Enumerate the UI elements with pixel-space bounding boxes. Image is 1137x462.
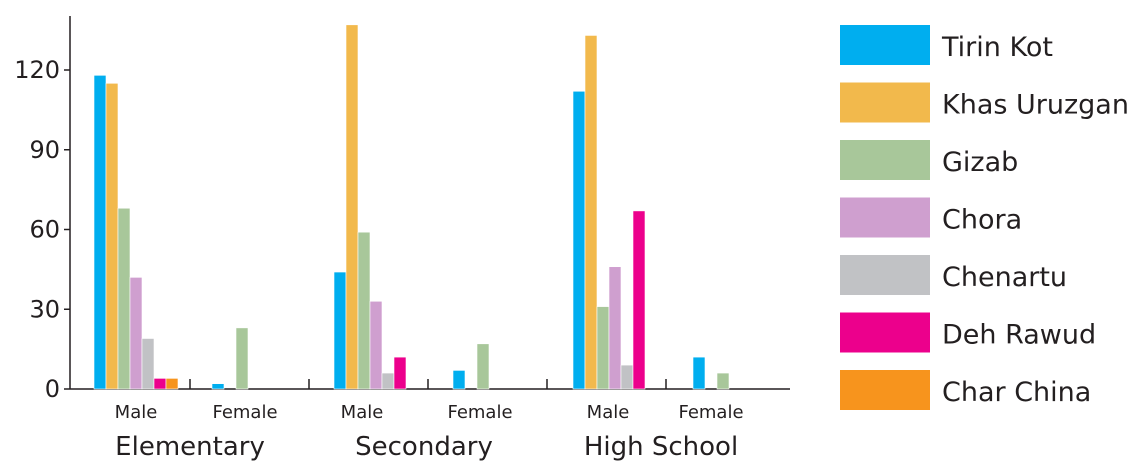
- y-tick-label: 30: [29, 295, 60, 323]
- x-group-label: High School: [584, 432, 738, 462]
- x-group-label: Secondary: [355, 432, 493, 462]
- legend-swatch: [840, 197, 930, 238]
- x-subgroup-label: Male: [341, 402, 384, 423]
- x-subgroup-label: Male: [587, 402, 630, 423]
- y-tick-label: 90: [29, 136, 60, 164]
- legend-swatch: [840, 82, 930, 123]
- bar-chenartu-secondary-male: [381, 372, 395, 390]
- bar-tirin-kot-high-school-male: [572, 90, 586, 390]
- bar-chora-high-school-male: [608, 266, 622, 390]
- x-subgroup-label: Male: [115, 402, 158, 423]
- bar-tirin-kot-secondary-male: [333, 271, 347, 390]
- y-tick-label: 60: [29, 216, 60, 244]
- x-group-label: Elementary: [115, 432, 265, 462]
- x-subgroup-label: Female: [678, 402, 743, 423]
- legend-label: Deh Rawud: [942, 320, 1096, 351]
- bar-tirin-kot-elementary-female: [211, 383, 225, 390]
- legend-swatch: [840, 140, 930, 180]
- bar-gizab-high-school-female: [716, 372, 730, 390]
- bar-chora-secondary-male: [369, 300, 383, 390]
- legend-swatch: [840, 255, 930, 295]
- legend-swatch: [840, 312, 930, 353]
- legend-label: Char China: [942, 377, 1091, 408]
- chart-axes: [64, 16, 790, 390]
- bar-char-china-elementary-male: [165, 378, 179, 390]
- bar-khas-uruzgan-secondary-male: [345, 24, 359, 390]
- bar-gizab-high-school-male: [596, 306, 610, 390]
- bar-khas-uruzgan-elementary-male: [105, 82, 119, 390]
- bar-chenartu-high-school-male: [620, 364, 634, 390]
- bar-tirin-kot-secondary-female: [452, 370, 466, 390]
- y-tick-label: 0: [45, 375, 60, 403]
- bar-chenartu-elementary-male: [141, 338, 155, 390]
- legend-label: Khas Uruzgan: [942, 90, 1129, 121]
- bar-tirin-kot-high-school-female: [692, 356, 706, 390]
- bar-gizab-elementary-male: [117, 207, 131, 390]
- bar-gizab-secondary-female: [476, 343, 490, 390]
- bar-deh-rawud-secondary-male: [393, 356, 407, 390]
- bar-gizab-elementary-female: [235, 327, 249, 390]
- legend-swatch: [840, 370, 930, 410]
- bar-tirin-kot-elementary-male: [93, 75, 107, 390]
- x-subgroup-label: Female: [447, 402, 512, 423]
- legend-label: Gizab: [942, 147, 1018, 178]
- legend-label: Chenartu: [942, 262, 1067, 293]
- bar-deh-rawud-elementary-male: [153, 378, 167, 390]
- x-subgroup-label: Female: [212, 402, 277, 423]
- bar-chora-elementary-male: [129, 277, 143, 390]
- y-tick-label: 120: [14, 56, 60, 84]
- legend-label: Tirin Kot: [941, 32, 1053, 63]
- chart-labels: 0 30 60 90 120 Male Female Male Female Male Female…: [14, 56, 743, 462]
- bar-gizab-secondary-male: [357, 231, 371, 390]
- bar-khas-uruzgan-high-school-male: [584, 35, 598, 390]
- legend-label: Chora: [942, 205, 1022, 236]
- chart-legend: Tirin Kot Khas Uruzgan Gizab Chora Chenartu D…: [840, 25, 1129, 410]
- bar-deh-rawud-high-school-male: [632, 210, 646, 390]
- chart-bars: [93, 24, 730, 390]
- legend-swatch: [840, 25, 930, 65]
